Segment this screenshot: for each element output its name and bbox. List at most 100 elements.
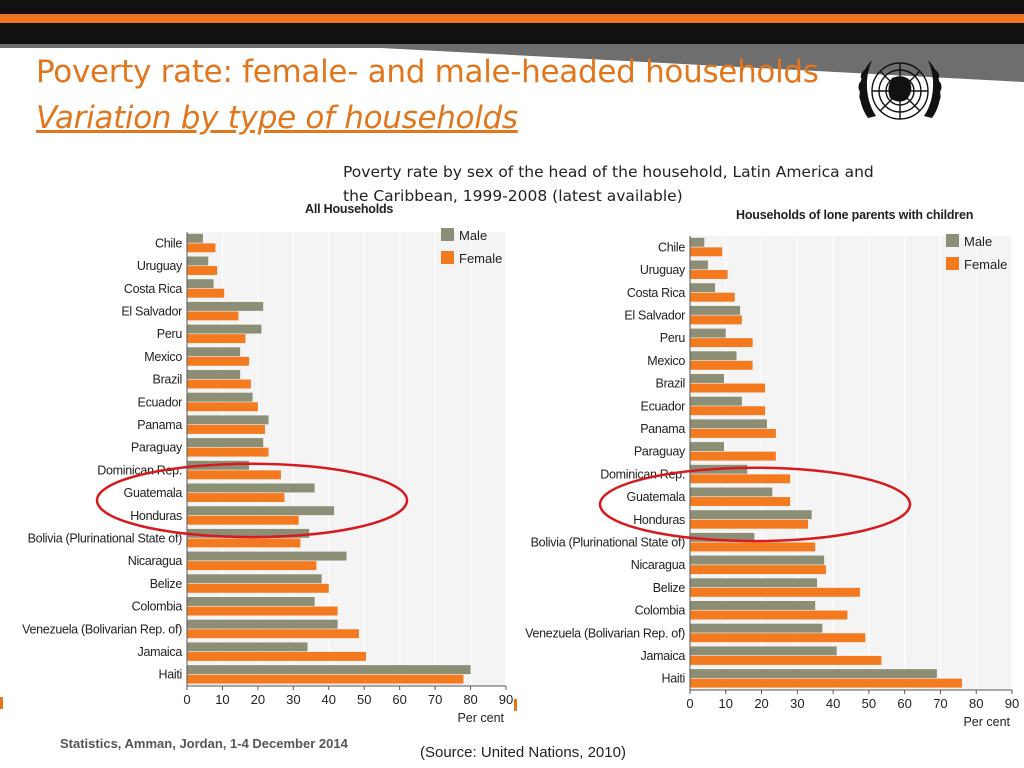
bar-male [187,597,315,606]
x-tick-label: 40 [322,692,336,707]
bar-female [187,538,301,548]
highlight-ellipse [95,462,409,539]
chart-title: Households of lone parents with children [736,208,974,222]
category-label: Colombia [132,600,183,614]
category-label: Bolivia (Plurinational State of) [531,535,686,549]
bar-female [187,402,258,412]
bar-male [187,415,269,425]
bar-male [690,328,726,338]
bar-female [187,288,225,298]
category-label: Dominican Rep. [600,467,685,481]
bar-female [187,629,359,639]
x-tick-label: 30 [790,696,804,711]
bar-female [187,583,329,593]
un-emblem-icon [858,60,942,120]
bar-male [690,532,755,542]
bar-male [187,438,264,448]
plot-background [690,236,1012,690]
slide-title: Poverty rate: female- and male-headed ho… [36,54,819,90]
category-label: Jamaica [641,649,686,663]
x-tick-label: 90 [1005,696,1019,711]
x-tick-label: 30 [286,692,300,707]
category-label: Brazil [656,377,685,391]
x-tick-label: 70 [428,692,442,707]
category-label: Ecuador [641,399,686,413]
bar-male [690,487,773,497]
category-label: Venezuela (Bolivarian Rep. of) [22,622,182,636]
bar-female [187,379,251,389]
bar-female [187,674,464,684]
chart-all-households: All Households Chile Uruguay Costa Rica El … [0,196,530,738]
legend-label-male: Male [964,234,992,249]
x-axis-title: Per cent [963,715,1010,729]
x-tick-label: 20 [754,696,768,711]
bar-female [690,247,723,257]
category-label: Belize [150,577,183,591]
slide-mark-left [0,697,3,709]
bar-female [690,383,766,393]
legend-label-female: Female [459,251,502,266]
bar-male [690,351,737,361]
plot-background [187,232,506,686]
x-tick-label: 10 [719,696,733,711]
legend-swatch-female [441,251,454,264]
category-label: Panama [137,418,182,432]
bar-male [187,483,315,493]
bar-female [690,270,728,279]
bar-male [187,279,214,289]
bar-male [690,601,816,610]
bar-female [690,315,742,325]
bar-male [690,623,823,633]
category-label: Honduras [130,509,182,523]
legend-swatch-male [946,234,959,247]
bar-male [690,260,708,270]
chart-lone-parent-households: Households of lone parents with children… [520,200,1020,742]
bar-male [187,665,471,675]
bar-female [690,565,826,575]
bar-male [690,374,724,383]
category-label: Mexico [144,350,182,364]
bar-female [690,655,882,665]
category-label: Guatemala [627,490,686,504]
bar-female [690,497,791,506]
category-label: Peru [157,327,183,341]
bar-male [187,370,241,379]
bar-female [187,561,317,571]
top-banner [0,0,1024,44]
accent-stripe [0,14,1024,23]
category-label: Guatemala [124,486,183,500]
bar-male [187,551,347,561]
bar-female [690,360,753,370]
category-label: Uruguay [640,263,686,277]
slide-subtitle: Variation by type of households [36,100,518,136]
bar-male [690,646,837,656]
bar-female [690,338,753,348]
bar-female [187,311,239,321]
bar-female [690,428,776,438]
bar-male [690,419,767,429]
banner-shadow-wedge [0,44,1024,82]
bar-female [187,243,216,253]
chart-caption: Poverty rate by sex of the head of the h… [343,163,874,205]
bar-female [187,334,246,344]
x-tick-label: 60 [392,692,406,707]
bar-female [690,610,848,620]
x-tick-label: 40 [826,696,840,711]
category-label: Costa Rica [627,286,685,300]
bar-male [187,347,241,357]
x-tick-label: 70 [933,696,947,711]
bar-female [187,424,265,434]
x-axis-title: Per cent [457,711,504,725]
bar-male [187,506,335,516]
bar-male [690,669,937,679]
chart-title: All Households [305,202,394,216]
legend-swatch-female [946,257,959,270]
x-tick-label: 80 [463,692,477,707]
bar-male [690,237,705,247]
bar-male [690,442,724,452]
x-tick-label: 90 [499,692,513,707]
bar-female [187,493,285,502]
category-label: Colombia [635,604,686,618]
chart-plot: Chile Uruguay Costa Rica El Salvador Peru Mex… [525,234,1019,729]
category-label: Belize [653,581,686,595]
